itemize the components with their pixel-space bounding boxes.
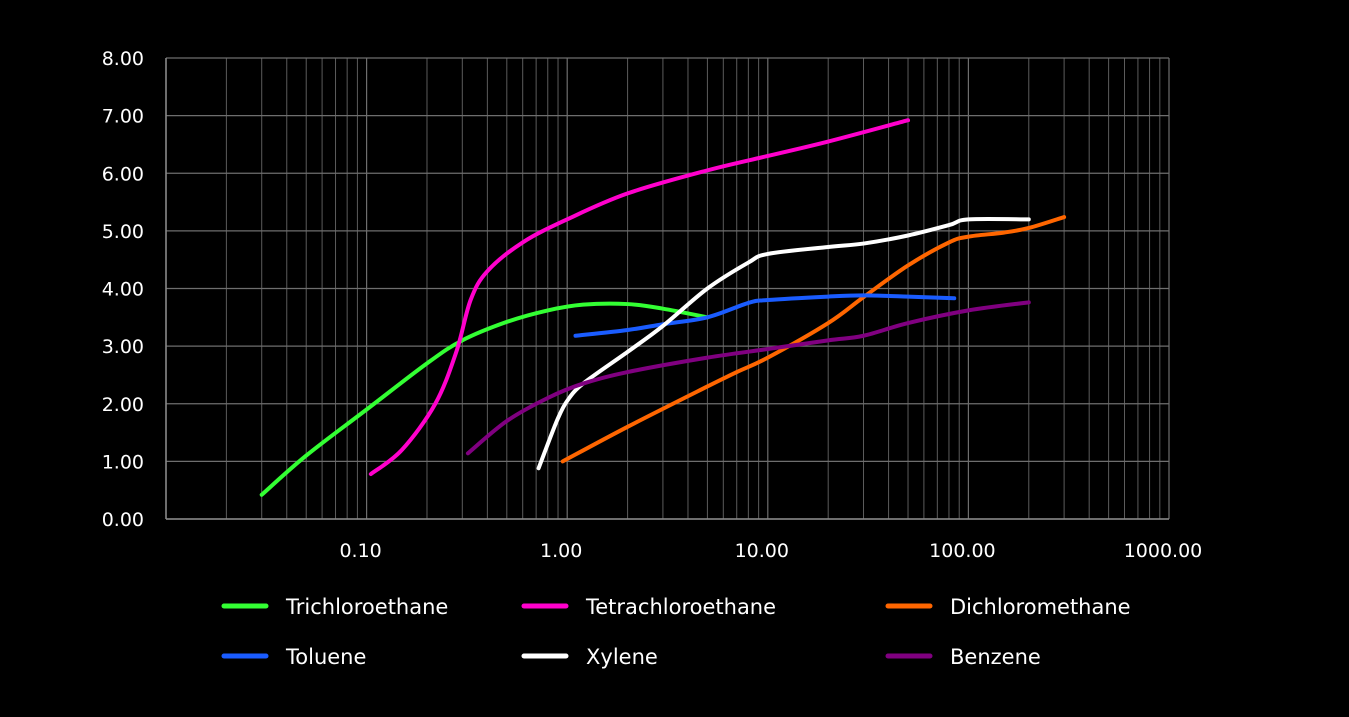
x-tick-label: 100.00 — [929, 540, 995, 562]
legend-label: Dichloromethane — [950, 595, 1131, 619]
y-tick-label: 3.00 — [102, 336, 144, 358]
y-tick-label: 0.00 — [102, 509, 144, 531]
y-tick-label: 1.00 — [102, 451, 144, 473]
y-tick-label: 8.00 — [102, 48, 144, 70]
axes — [165, 58, 1169, 520]
legend-item-xylene: Xylene — [521, 645, 658, 669]
y-tick-label: 6.00 — [102, 163, 144, 185]
legend-label: Xylene — [586, 645, 658, 669]
y-tick-label: 7.00 — [102, 106, 144, 128]
x-tick-label: 1000.00 — [1124, 540, 1203, 562]
y-tick-label: 2.00 — [102, 394, 144, 416]
legend-item-trichloroethane: Trichloroethane — [221, 595, 448, 619]
legend-item-benzene: Benzene — [885, 645, 1041, 669]
series-line-toluene — [573, 293, 957, 338]
series-line-dichloromethane — [560, 215, 1067, 464]
series-line-tetrachloroethane — [368, 118, 911, 477]
legend: Trichloroethane Tetrachloroethane Dichloro… — [221, 595, 1131, 669]
legend-item-tetrachloroethane: Tetrachloroethane — [521, 595, 776, 619]
y-tick-label: 4.00 — [102, 279, 144, 301]
legend-item-toluene: Toluene — [221, 645, 366, 669]
x-tick-label: 1.00 — [540, 540, 582, 562]
series-line-xylene — [536, 216, 1031, 471]
y-tick-label: 5.00 — [102, 221, 144, 243]
tick-labels: 0.00 1.00 2.00 3.00 4.00 5.00 6.00 7.00 8.00 0.10… — [102, 48, 1203, 562]
series-line-trichloroethane — [259, 301, 710, 497]
legend-item-dichloromethane: Dichloromethane — [885, 595, 1131, 619]
legend-label: Benzene — [950, 645, 1041, 669]
x-tick-label: 0.10 — [339, 540, 381, 562]
legend-label: Toluene — [285, 645, 366, 669]
series-lines — [259, 118, 1067, 497]
x-tick-label: 10.00 — [735, 540, 789, 562]
series-line-benzene — [465, 300, 1031, 456]
legend-label: Trichloroethane — [285, 595, 448, 619]
legend-label: Tetrachloroethane — [585, 595, 776, 619]
